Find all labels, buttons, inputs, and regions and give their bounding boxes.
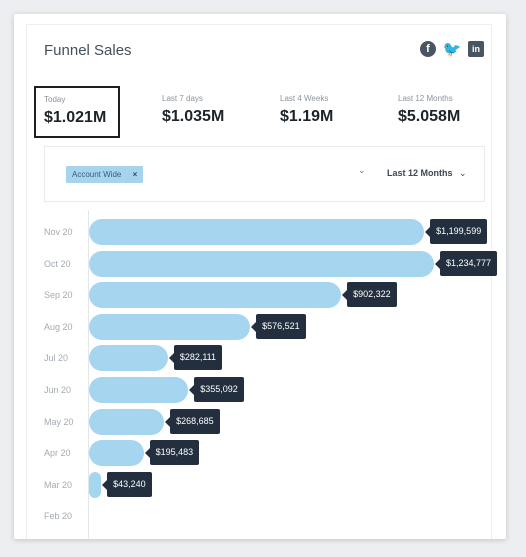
linkedin-icon[interactable]: in [468, 41, 484, 57]
chip-label: Account Wide [72, 170, 122, 179]
stat-value: $1.021M [44, 109, 107, 126]
widget-title: Funnel Sales [44, 42, 132, 59]
stat-label: Last 7 days [162, 94, 203, 103]
value-tooltip: $355,092 [189, 377, 244, 402]
stat-label: Today [44, 95, 66, 104]
sales-bar[interactable] [89, 408, 165, 435]
month-label: Sep 20 [44, 290, 73, 301]
stat-value: $1.035M [162, 108, 225, 125]
chevron-down-icon: ⌄ [459, 168, 467, 178]
chart-axis-line [88, 210, 89, 539]
month-label: Jun 20 [44, 385, 72, 395]
sales-bar[interactable] [89, 471, 102, 498]
value-tooltip: $1,199,599 [425, 219, 488, 244]
stat-last-12-months[interactable]: Last 12 Months $5.058M [388, 86, 486, 138]
account-wide-chip[interactable]: Account Wide × [66, 166, 144, 183]
stat-value: $5.058M [398, 108, 461, 125]
stat-last-4-weeks[interactable]: Last 4 Weeks $1.19M [270, 86, 380, 138]
value-tooltip: $576,521 [251, 313, 306, 339]
social-share-bar: f 🐦 in [420, 41, 484, 58]
month-label: Apr 20 [44, 448, 71, 459]
value-tooltip: $1,234,777 [434, 250, 498, 276]
stat-label: Last 12 Months [398, 94, 453, 103]
date-range-dropdown[interactable]: Last 12 Months ⌄ [387, 168, 467, 179]
twitter-icon[interactable]: 🐦 [442, 41, 462, 58]
sales-bar[interactable] [89, 219, 425, 245]
filter-bar: Account Wide × ⌄ Last 12 Months ⌄ [44, 146, 485, 202]
sales-bar[interactable] [89, 282, 342, 309]
stat-value: $1.19M [280, 108, 334, 125]
funnel-sales-card: Funnel Sales f 🐦 in Today $1.021M Last 7… [14, 14, 506, 539]
month-label: May 20 [44, 416, 74, 427]
value-tooltip: $268,685 [165, 408, 220, 434]
value-tooltip: $902,322 [342, 282, 397, 308]
facebook-icon[interactable]: f [420, 41, 436, 57]
value-tooltip: $43,240 [102, 471, 152, 497]
stat-label: Last 4 Weeks [280, 94, 329, 103]
card-inner-frame [26, 24, 492, 539]
chip-remove-icon[interactable]: × [132, 170, 138, 179]
sales-bar[interactable] [89, 250, 434, 277]
month-label: Mar 20 [44, 479, 73, 490]
value-tooltip: $195,483 [144, 440, 200, 466]
sales-bar[interactable] [89, 313, 251, 340]
stat-last-7-days[interactable]: Last 7 days $1.035M [152, 86, 262, 138]
sales-bar[interactable] [89, 345, 168, 372]
month-label: Aug 20 [44, 321, 73, 332]
stats-row: Today $1.021M Last 7 days $1.035M Last 4… [34, 86, 486, 142]
sales-bar[interactable] [89, 440, 144, 467]
month-label: Oct 20 [44, 258, 71, 269]
month-label: Nov 20 [44, 227, 73, 237]
value-tooltip: $282,111 [168, 345, 223, 371]
month-label: Feb 20 [44, 511, 73, 522]
stat-today[interactable]: Today $1.021M [34, 86, 120, 138]
date-range-label: Last 12 Months [387, 168, 453, 178]
sales-bar[interactable] [89, 377, 189, 403]
month-label: Jul 20 [44, 353, 69, 364]
filter-dropdown-chevron-icon[interactable]: ⌄ [358, 165, 366, 175]
